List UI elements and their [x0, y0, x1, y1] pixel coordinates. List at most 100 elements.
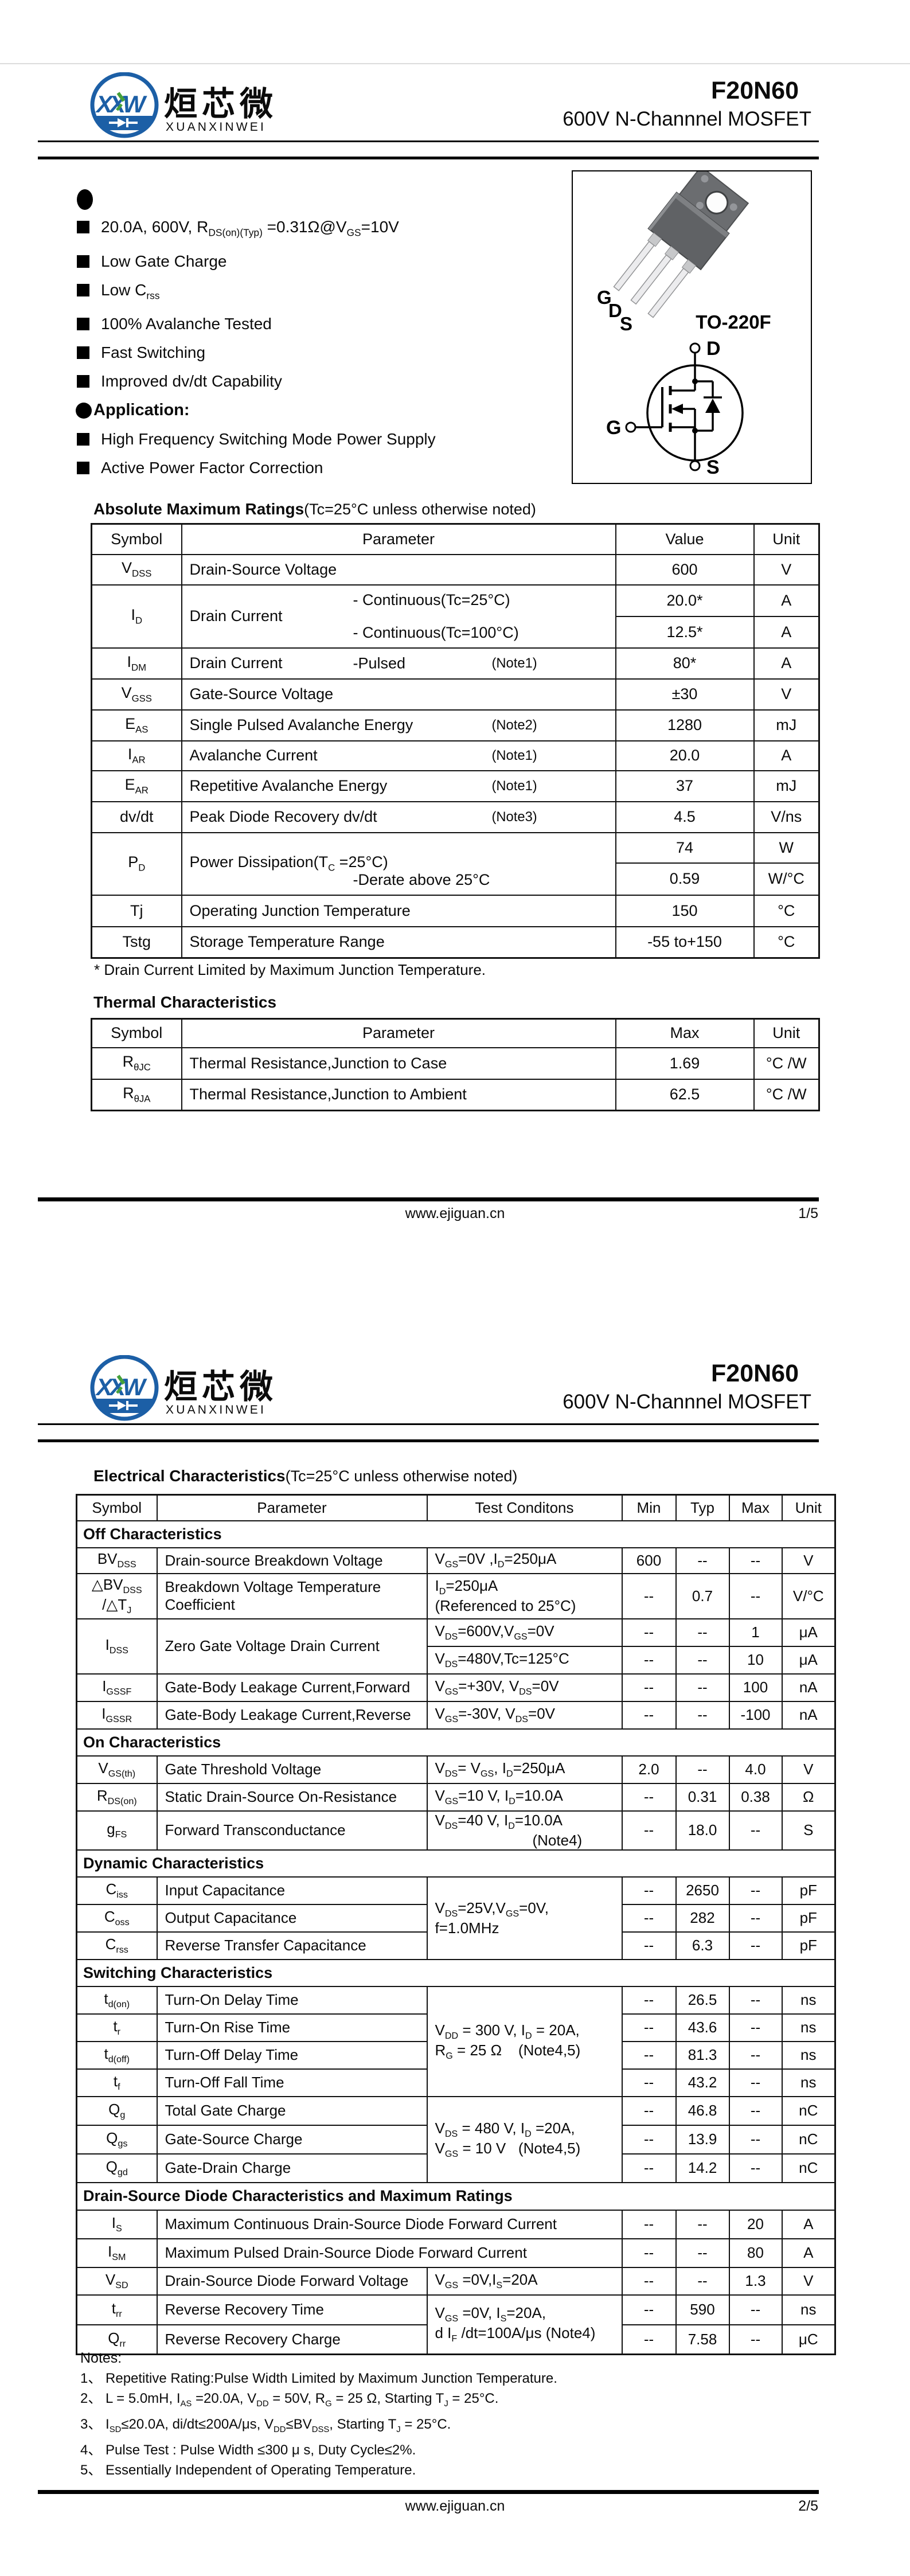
table-cell: -- [728, 1547, 783, 1574]
table-row: Qg Total Gate Charge VDS = 480 V, ID =20A,… [76, 2095, 836, 2183]
table-cell: 600 [621, 1547, 677, 1574]
table-cell: dv/dt [91, 801, 182, 833]
table-cell: VDSS [91, 553, 182, 586]
feature-text: Improved dv/dt Capability [101, 372, 282, 391]
table-cell: PD [91, 832, 182, 896]
logo-diode-icon [109, 118, 138, 127]
table-cell: V [753, 553, 820, 586]
table-row: ID Drain Current - Continuous(Tc=25°C) - Co… [91, 584, 820, 649]
table-row: Tstg Storage Temperature Range -55 to+150 °… [91, 926, 820, 959]
table-cell: ns [781, 2040, 836, 2070]
table-row: RθJA Thermal Resistance,Junction to Ambie… [91, 1078, 820, 1111]
table-cell: Min [621, 1494, 677, 1521]
square-bullet-icon [77, 433, 89, 446]
table-cell: -- [621, 2324, 677, 2355]
table-cell: Turn-On Rise Time [156, 2013, 428, 2042]
part-subtitle: 600V N-Channnel MOSFET [563, 108, 811, 130]
table-row: Qgd Gate-Drain Charge -- 14.2 -- nC [76, 2153, 836, 2183]
table-row: Qgs Gate-Source Charge -- 13.9 -- nC [76, 2124, 836, 2155]
table-cell: Breakdown Voltage Temperature Coefficient [156, 1572, 428, 1619]
square-bullet-icon [77, 283, 89, 296]
table-cell: IS [76, 2209, 158, 2239]
table-cell: °C /W [753, 1047, 820, 1080]
table-cell: -- [675, 1755, 730, 1784]
square-bullet-icon [77, 221, 89, 233]
table-cell: VGS=0V ,ID=250μA [426, 1547, 623, 1574]
table-cell: Repetitive Avalanche Energy (Note1) [181, 770, 616, 802]
table-row: IDSS Zero Gate Voltage Drain Current VDS=6… [76, 1618, 836, 1675]
table-cell: Avalanche Current (Note1) [181, 740, 616, 771]
table-row: VGS(th) Gate Threshold Voltage VDS= VGS, I… [76, 1755, 836, 1784]
part-subtitle: 600V N-Channnel MOSFET [563, 1391, 811, 1413]
table-cell: mJ [753, 770, 820, 802]
feature-text: 20.0A, 600V, RDS(on)(Typ) =0.31Ω@VGS=10V [101, 218, 399, 239]
table-cell: mJ [753, 709, 820, 741]
header-rule-thin [38, 140, 819, 142]
data-table: Symbol Parameter Test Conditons Min Typ Max Un… [76, 1494, 836, 2356]
table-cell: 43.2 [675, 2068, 730, 2097]
data-table: Symbol Parameter Max Unit RθJC Thermal Resist… [91, 1018, 820, 1111]
table-cell: 0.7 [675, 1572, 730, 1619]
table-cell: 80 [728, 2238, 783, 2268]
table-cell: Thermal Resistance,Junction to Case [181, 1047, 616, 1080]
table-row: Tj Operating Junction Temperature 150 °C [91, 894, 820, 927]
table-cell: -- [675, 2238, 730, 2268]
brand-name-en: XUANXINWEI [166, 120, 267, 134]
table-cell: V [753, 678, 820, 711]
footer-page-number: 2/5 [798, 2498, 818, 2514]
table-row: Qrr Reverse Recovery Charge -- 7.58 -- μC [76, 2324, 836, 2355]
table-cell: °C [753, 926, 820, 959]
table-cell: -- [728, 2124, 783, 2155]
table-cell: 26.5 [675, 1985, 730, 2015]
table-cell: -- [621, 1985, 677, 2015]
table-cell: Test Conditons [426, 1494, 623, 1521]
table-cell: -- [621, 2068, 677, 2097]
table-cell: Unit [753, 1018, 820, 1048]
table-cell: -- [621, 1810, 677, 1851]
package-pin-label-g: G [597, 287, 612, 308]
table-row: VDSS Drain-Source Voltage 600 V [91, 553, 820, 586]
table-cell: Storage Temperature Range [181, 926, 616, 959]
table-row: IAR Avalanche Current (Note1) 20.0 A [91, 740, 820, 771]
table-cell: A [753, 615, 820, 649]
table-cell: -- [675, 1618, 730, 1647]
table-cell: td(on) [76, 1985, 158, 2015]
table-cell: -- [728, 1931, 783, 1960]
table-cell: 37 [615, 770, 755, 802]
table-cell: 0.31 [675, 1782, 730, 1812]
table-cell: Drain-Source Diode Forward Voltage [156, 2266, 428, 2296]
table-cell: BVDSS [76, 1547, 158, 1574]
table-cell: VDS= VGS, ID=250μA [426, 1755, 623, 1784]
footer-rule [38, 1197, 819, 1201]
table-cell: Gate-Source Voltage [181, 678, 616, 711]
table-cell: -- [675, 2266, 730, 2296]
table-cell: 150 [615, 894, 755, 927]
table-cell: 600 [615, 553, 755, 586]
table-cell: ns [781, 2294, 836, 2325]
table-cell: -- [621, 1572, 677, 1619]
note-item: 3、 ISD≤20.0A, di/dt≤200A/μs, VDD≤BVDSS, … [80, 2416, 451, 2434]
table-cell: VDS=25V,VGS=0V, f=1.0MHz [426, 1876, 623, 1960]
table-cell: Ω [781, 1782, 836, 1812]
table-row: Coss Output Capacitance -- 282 -- pF [76, 1903, 836, 1933]
table-cell: Drain-Source Voltage [181, 553, 616, 586]
table-cell: tf [76, 2068, 158, 2097]
table-row: gFS Forward Transconductance VDS=40 V, ID=… [76, 1810, 836, 1851]
mosfet-symbol-fills [671, 378, 720, 434]
table-cell: 0.59 [615, 862, 755, 896]
table-cell: -- [728, 1903, 783, 1933]
package-pin-label-d: D [608, 300, 622, 321]
table-cell: -- [675, 1700, 730, 1730]
features-list: 20.0A, 600V, RDS(on)(Typ) =0.31Ω@VGS=10V… [76, 189, 563, 487]
table-cell: RθJC [91, 1047, 182, 1080]
table-cell: -- [621, 1931, 677, 1960]
table-cell: V/°C [781, 1572, 836, 1619]
data-table: Symbol Parameter Value Unit VDSS Drain-Source… [91, 523, 820, 959]
table-cell: RθJA [91, 1078, 182, 1111]
table-row: △BVDSS/△TJ Breakdown Voltage Temperature C… [76, 1572, 836, 1619]
table-row: ISM Maximum Pulsed Drain-Source Diode For… [76, 2238, 836, 2268]
table-cell: °C /W [753, 1078, 820, 1111]
section-header-cell: Off Characteristics [76, 1520, 836, 1548]
table-section-row: Dynamic Characteristics [76, 1849, 836, 1878]
logo-diode-icon [109, 1401, 138, 1410]
